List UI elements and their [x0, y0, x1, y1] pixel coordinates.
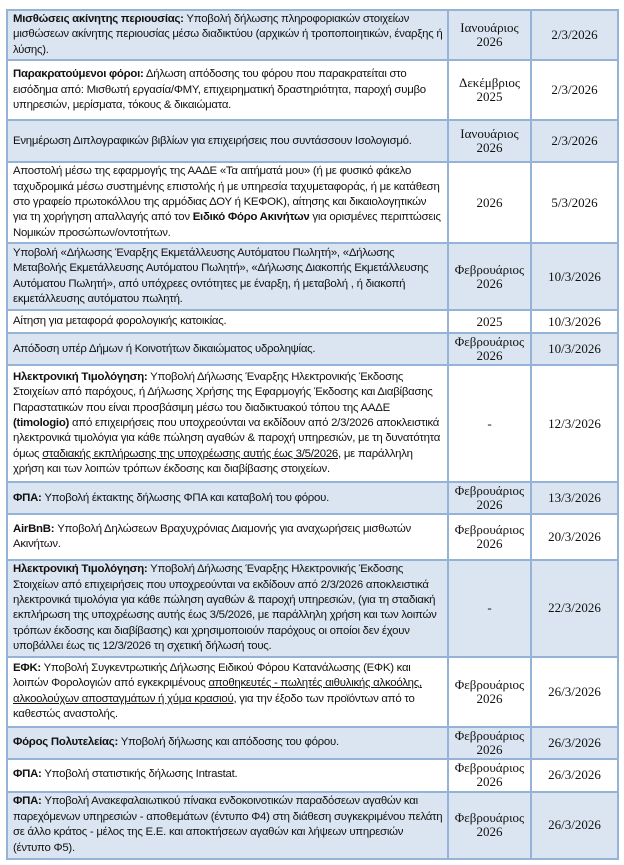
description-text: Δήλωση απόδοσης του φόρου που παρακρατεί… [13, 68, 426, 111]
description-text: Υποβολή στατιστικής δήλωσης Intrastat. [41, 768, 238, 781]
obligation-category: ΦΠΑ: [13, 768, 42, 781]
obligation-category: Ειδικό Φόρο Ακινήτων [192, 211, 310, 224]
obligation-description: Μισθώσεις ακίνητης περιουσίας: Υποβολή δ… [6, 8, 449, 62]
deadline-date: 26/3/2026 [530, 757, 619, 793]
tax-deadlines-table: Μισθώσεις ακίνητης περιουσίας: Υποβολή δ… [6, 8, 619, 860]
table-row: Ηλεκτρονική Τιμολόγηση: Υποβολή Δήλωσης … [6, 364, 619, 484]
obligation-description: Ενημέρωση Διπλογραφικών βιβλίων για επιχ… [6, 119, 449, 164]
deadline-date: 22/3/2026 [530, 559, 619, 658]
obligation-category: (timologio) [13, 417, 70, 430]
obligation-description: Φόρος Πολυτελείας: Υποβολή δήλωσης και α… [6, 725, 449, 760]
reference-period: Φεβρουάριος 2026 [447, 513, 532, 562]
reference-period: Φεβρουάριος 2026 [447, 242, 532, 312]
reference-period: - [447, 559, 532, 658]
obligation-description: Υποβολή «Δήλωσης Έναρξης Εκμετάλλευσης Α… [6, 242, 449, 312]
table-row: Ηλεκτρονική Τιμολόγηση: Υποβολή Δήλωσης … [6, 559, 619, 658]
table-row: Αίτηση για μεταφορά φορολογικής κατοικία… [6, 309, 619, 335]
deadline-date: 2/3/2026 [530, 119, 619, 164]
table-row: Μισθώσεις ακίνητης περιουσίας: Υποβολή δ… [6, 8, 619, 62]
obligation-category: ΦΠΑ: [13, 491, 42, 504]
table-row: Απόδοση υπέρ Δήμων ή Κοινοτήτων δικαιώμα… [6, 332, 619, 367]
description-text: , για την έξοδο των προϊόντων από το καθ… [13, 692, 415, 721]
description-text: Υποβολή Δήλωσης Έναρξης Ηλεκτρονικής Έκδ… [13, 370, 433, 414]
table-row: ΦΠΑ: Υποβολή στατιστικής δήλωσης Intrast… [6, 757, 619, 793]
reference-period: Ιανουάριος 2026 [447, 8, 532, 62]
description-text: Υποβολή Ανακεφαλαιωτικού πίνακα ενδοκοιν… [13, 795, 443, 854]
description-text: Υποβολή Δηλώσεων Βραχυχρόνιας Διαμονής γ… [13, 522, 411, 551]
description-text: Αίτηση για μεταφορά φορολογικής κατοικία… [13, 315, 227, 328]
obligation-description: Ηλεκτρονική Τιμολόγηση: Υποβολή Δήλωσης … [6, 364, 449, 484]
table-row: Αποστολή μέσω της εφαρμογής της ΑΑΔΕ «Τα… [6, 161, 619, 245]
reference-period: Φεβρουάριος 2026 [447, 655, 532, 728]
description-text: για ορισμένες περιπτώσεις Νομικών προσώπ… [13, 211, 441, 239]
deadline-date: 10/3/2026 [530, 332, 619, 367]
deadline-date: 2/3/2026 [530, 59, 619, 122]
obligation-description: Παρακρατούμενοι φόροι: Δήλωση απόδοσης τ… [6, 59, 449, 122]
reference-period: Φεβρουάριος 2026 [447, 790, 532, 860]
reference-period: Φεβρουάριος 2026 [447, 332, 532, 367]
description-text: Αποστολή μέσω της εφαρμογής της ΑΑΔΕ «Τα… [13, 165, 440, 224]
table-row: AirBnB: Υποβολή Δηλώσεων Βραχυχρόνιας Δι… [6, 513, 619, 562]
deadline-date: 26/3/2026 [530, 725, 619, 760]
reference-period: Φεβρουάριος 2026 [447, 757, 532, 793]
table-row: Φόρος Πολυτελείας: Υποβολή δήλωσης και α… [6, 725, 619, 760]
reference-period: Ιανουάριος 2026 [447, 119, 532, 164]
deadline-date: 20/3/2026 [530, 513, 619, 562]
table-row: ΦΠΑ: Υποβολή Ανακεφαλαιωτικού πίνακα ενδ… [6, 790, 619, 860]
obligation-category: Παρακρατούμενοι φόροι: [13, 68, 144, 81]
description-text: Υποβολή δήλωσης και απόδοσης του φόρου. [118, 735, 339, 748]
obligation-category: ΕΦΚ: [13, 661, 41, 674]
obligation-description: Αίτηση για μεταφορά φορολογικής κατοικία… [6, 309, 449, 335]
deadline-date: 26/3/2026 [530, 790, 619, 860]
obligation-description: Αποστολή μέσω της εφαρμογής της ΑΑΔΕ «Τα… [6, 161, 449, 245]
reference-period: 2025 [447, 309, 532, 335]
deadline-date: 5/3/2026 [530, 161, 619, 245]
obligation-description: Ηλεκτρονική Τιμολόγηση: Υποβολή Δήλωσης … [6, 559, 449, 658]
description-text: Ενημέρωση Διπλογραφικών βιβλίων για επιχ… [13, 134, 412, 147]
obligation-description: ΦΠΑ: Υποβολή στατιστικής δήλωσης Intrast… [6, 757, 449, 793]
obligation-category: Ηλεκτρονική Τιμολόγηση: [13, 370, 148, 383]
deadline-date: 26/3/2026 [530, 655, 619, 728]
obligation-description: AirBnB: Υποβολή Δηλώσεων Βραχυχρόνιας Δι… [6, 513, 449, 562]
obligation-category: Μισθώσεις ακίνητης περιουσίας: [13, 13, 184, 25]
description-text: Υποβολή Δήλωσης Έναρξης Ηλεκτρονικής Έκδ… [13, 563, 437, 653]
obligation-description: ΦΠΑ: Υποβολή έκτακτης δήλωσης ΦΠΑ και κα… [6, 481, 449, 516]
deadline-date: 10/3/2026 [530, 309, 619, 335]
deadline-date: 2/3/2026 [530, 8, 619, 62]
description-text: Υποβολή έκτακτης δήλωσης ΦΠΑ και καταβολ… [41, 491, 330, 504]
obligation-description: ΕΦΚ: Υποβολή Συγκεντρωτικής Δήλωσης Ειδι… [6, 655, 449, 728]
underlined-text: αποθηκευτές - πωλητές αιθυλικής αλκοόλης… [13, 677, 422, 705]
description-text: Υποβολή δήλωσης πληροφοριακών στοιχείων … [13, 13, 443, 56]
table-row: ΦΠΑ: Υποβολή έκτακτης δήλωσης ΦΠΑ και κα… [6, 481, 619, 516]
underlined-text: σταδιακής εκπλήρωσης της υποχρέωσης αυτή… [42, 447, 341, 460]
description-text: από επιχειρήσεις που υποχρεούνται να εκδ… [13, 417, 441, 460]
obligation-description: ΦΠΑ: Υποβολή Ανακεφαλαιωτικού πίνακα ενδ… [6, 790, 449, 860]
deadline-date: 12/3/2026 [530, 364, 619, 484]
obligation-category: ΦΠΑ: [13, 795, 42, 808]
obligation-category: AirBnB: [13, 522, 55, 535]
obligation-category: Φόρος Πολυτελείας: [13, 735, 118, 748]
description-text: Απόδοση υπέρ Δήμων ή Κοινοτήτων δικαιώμα… [13, 342, 316, 355]
reference-period: Φεβρουάριος 2026 [447, 481, 532, 516]
reference-period: Φεβρουάριος 2026 [447, 725, 532, 760]
reference-period: 2026 [447, 161, 532, 245]
reference-period: - [447, 364, 532, 484]
obligation-category: Ηλεκτρονική Τιμολόγηση: [13, 563, 148, 576]
deadline-date: 13/3/2026 [530, 481, 619, 516]
table-row: ΕΦΚ: Υποβολή Συγκεντρωτικής Δήλωσης Ειδι… [6, 655, 619, 728]
table-row: Ενημέρωση Διπλογραφικών βιβλίων για επιχ… [6, 119, 619, 164]
table-body: Μισθώσεις ακίνητης περιουσίας: Υποβολή δ… [6, 8, 619, 860]
description-text: με παράλληλη χρήση και των λοιπών τρόπων… [13, 447, 413, 476]
table-row: Παρακρατούμενοι φόροι: Δήλωση απόδοσης τ… [6, 59, 619, 122]
deadline-date: 10/3/2026 [530, 242, 619, 312]
table-row: Υποβολή «Δήλωσης Έναρξης Εκμετάλλευσης Α… [6, 242, 619, 312]
reference-period: Δεκέμβριος 2025 [447, 59, 532, 122]
description-text: Υποβολή Συγκεντρωτικής Δήλωσης Ειδικού Φ… [13, 661, 411, 690]
description-text: Υποβολή «Δήλωσης Έναρξης Εκμετάλλευσης Α… [13, 246, 429, 306]
obligation-description: Απόδοση υπέρ Δήμων ή Κοινοτήτων δικαιώμα… [6, 332, 449, 367]
